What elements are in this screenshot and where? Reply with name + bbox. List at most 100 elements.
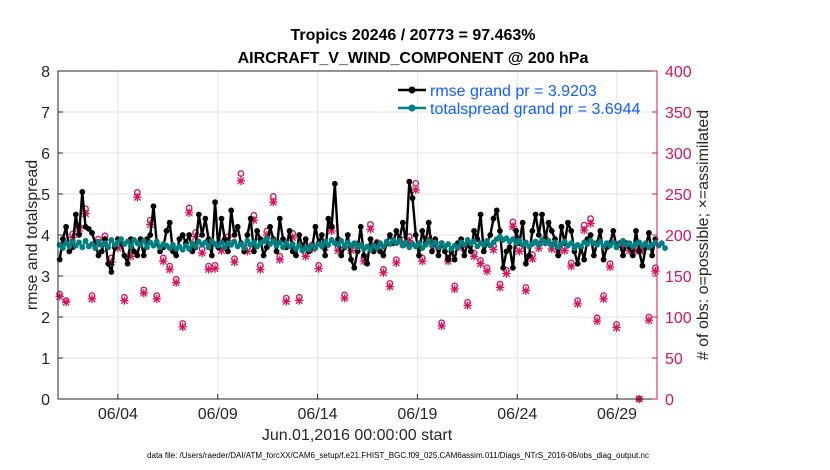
assimilated-obs-point	[405, 236, 414, 245]
assimilated-obs-glyph	[230, 257, 239, 267]
rmse-point	[416, 252, 422, 259]
rmse-point	[490, 215, 497, 222]
rmse-point	[646, 230, 652, 236]
rmse-point	[435, 252, 442, 259]
rmse-point	[529, 228, 536, 234]
totalspread-point	[202, 239, 209, 246]
rmse-point	[361, 252, 367, 259]
assimilated-obs-point	[495, 283, 505, 292]
rmse-point	[267, 223, 273, 230]
rmse-point	[513, 228, 520, 234]
x-axis-ticks: 06/04 06/09 06/14 06/19 06/24 06/29	[98, 394, 637, 423]
assimilated-obs-point	[586, 219, 595, 228]
rmse-point	[409, 195, 416, 202]
rmse-point	[147, 232, 154, 238]
rmse-point	[179, 232, 186, 238]
assimilated-obs-glyph	[521, 286, 531, 295]
rmse-point	[331, 180, 338, 187]
assimilated-obs-glyph	[87, 294, 97, 304]
left-axis-ticks: 0 1 2 3 4 5 6 7 8	[41, 64, 63, 409]
rmse-point	[273, 248, 280, 255]
rmse-point	[105, 260, 112, 267]
assimilated-obs-glyph	[573, 299, 582, 309]
assimilated-obs-point	[515, 247, 524, 256]
rmse-point	[445, 256, 452, 263]
assimilated-obs-glyph	[178, 322, 187, 331]
rmse-point	[429, 248, 435, 255]
assimilated-obs-point	[450, 284, 459, 294]
rmse-point	[131, 248, 137, 255]
assimilated-obs-glyph	[288, 233, 297, 242]
legend-rmse-text: rmse grand pr = 3.9203	[430, 83, 597, 100]
rmse-point	[250, 248, 257, 255]
rmse-point	[493, 207, 500, 214]
rmse-point	[558, 223, 565, 230]
right-tick-label-1: 50	[665, 351, 683, 368]
rmse-point	[480, 248, 487, 255]
rmse-point	[610, 228, 617, 234]
assimilated-obs-glyph	[579, 225, 589, 235]
rmse-point	[399, 219, 406, 226]
rmse-point	[173, 252, 180, 259]
totalspread-point	[153, 238, 160, 245]
rmse-point	[419, 228, 426, 234]
assimilated-obs-glyph	[210, 264, 220, 273]
assimilated-obs-point	[55, 292, 64, 301]
totalspread-point	[357, 241, 364, 248]
rmse-point	[95, 252, 102, 259]
assimilated-obs-glyph	[236, 176, 246, 186]
rmse-point	[231, 232, 238, 238]
assimilated-obs-glyph	[282, 297, 291, 306]
totalspread-point	[150, 242, 157, 249]
totalspread-point	[351, 240, 358, 247]
totalspread-point	[335, 241, 341, 248]
assimilated-obs-glyph	[172, 278, 181, 287]
totalspread-point	[435, 244, 442, 251]
assimilated-obs-point	[275, 255, 284, 264]
left-tick-label-8: 8	[41, 64, 50, 81]
totalspread-point	[205, 244, 212, 251]
totalspread-point	[66, 243, 73, 250]
assimilated-obs-glyph	[431, 241, 440, 250]
totalspread-point	[296, 242, 303, 249]
left-tick-label-2: 2	[41, 310, 50, 327]
totalspread-point	[76, 239, 82, 246]
assimilated-obs-point	[288, 233, 297, 242]
totalspread-point	[92, 245, 99, 252]
totalspread-point	[561, 238, 568, 245]
totalspread-point	[374, 245, 380, 252]
rmse-point	[98, 248, 105, 255]
assimilated-obs-point	[333, 246, 343, 255]
rmse-point	[590, 252, 597, 259]
assimilated-obs-glyph	[217, 246, 226, 255]
rmse-point	[555, 252, 562, 259]
assimilated-obs-point	[489, 245, 498, 254]
assimilated-obs-point	[61, 298, 71, 307]
rmse-point	[328, 223, 335, 230]
assimilated-obs-point	[612, 323, 621, 332]
rmse-point	[386, 232, 393, 238]
assimilated-obs-point	[269, 198, 278, 207]
assimilated-obs-point	[573, 299, 582, 309]
totalspread-point	[312, 245, 319, 252]
rmse-point	[344, 232, 351, 238]
totalspread-point	[79, 244, 86, 251]
assimilated-obs-glyph	[275, 255, 284, 264]
rmse-point	[199, 232, 205, 238]
rmse-point	[296, 232, 303, 238]
totalspread-point	[341, 243, 348, 250]
assimilated-obs-point	[282, 297, 291, 306]
assimilated-obs-point	[366, 225, 375, 234]
totalspread-point	[552, 239, 558, 246]
assimilated-obs-glyph	[599, 294, 608, 304]
assimilated-obs-point	[418, 257, 427, 266]
rmse-point	[186, 232, 193, 238]
x-tick-label-5: 06/29	[597, 406, 637, 423]
assimilated-obs-point	[651, 266, 660, 276]
assimilated-obs-point	[618, 243, 628, 252]
right-tick-label-7: 350	[665, 105, 692, 122]
right-tick-label-8: 400	[665, 64, 692, 81]
totalspread-point	[108, 237, 115, 243]
totalspread-point	[403, 239, 409, 246]
assimilated-obs-glyph	[502, 269, 511, 278]
